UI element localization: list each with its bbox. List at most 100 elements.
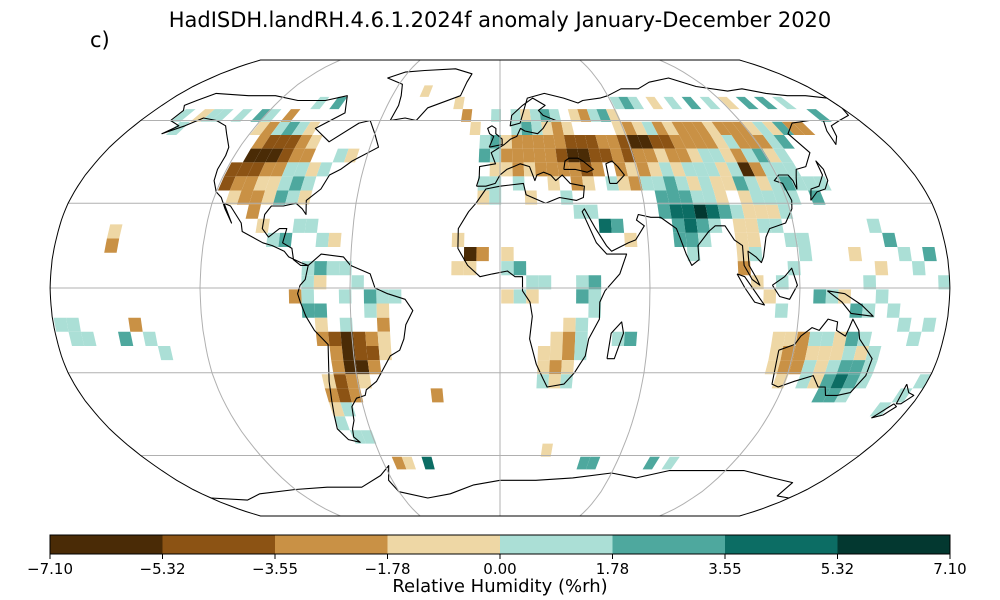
anomaly-cell <box>591 162 606 177</box>
anomaly-cell <box>669 204 684 219</box>
anomaly-cell <box>142 331 158 346</box>
anomaly-cell <box>577 148 591 163</box>
anomaly-cell <box>272 135 292 149</box>
anomaly-cell <box>339 261 352 276</box>
anomaly-cell <box>611 331 625 346</box>
anomaly-cell <box>661 121 680 135</box>
anomaly-cell <box>657 204 672 219</box>
anomaly-cell <box>224 190 242 205</box>
anomaly-cell <box>697 148 715 163</box>
coastline <box>827 290 874 317</box>
anomaly-cell <box>671 218 686 233</box>
anomaly-cell <box>807 331 823 346</box>
anomaly-cell <box>729 204 745 219</box>
anomaly-cell <box>401 456 416 470</box>
anomaly-cell <box>922 247 937 262</box>
anomaly-cell <box>340 331 355 346</box>
anomaly-cell <box>479 135 491 149</box>
anomaly-cell <box>825 289 839 304</box>
anomaly-cell <box>301 275 314 290</box>
anomaly-cell <box>357 374 372 389</box>
anomaly-cell <box>610 218 625 233</box>
anomaly-cell <box>789 176 809 191</box>
anomaly-cell <box>699 96 721 110</box>
anomaly-cell <box>510 109 522 122</box>
anomaly-cell <box>250 109 272 122</box>
anomaly-cell <box>68 331 85 346</box>
anomaly-cell <box>298 148 317 163</box>
anomaly-cell <box>352 331 367 346</box>
anomaly-cell <box>563 317 576 332</box>
anomaly-cell <box>783 232 799 247</box>
anomaly-cell <box>692 162 709 177</box>
anomaly-cell <box>576 275 589 290</box>
anomaly-cell <box>812 360 830 375</box>
anomaly-cell <box>842 374 861 389</box>
anomaly-cell <box>430 388 444 403</box>
anomaly-cell <box>742 135 763 149</box>
anomaly-cell <box>804 346 821 361</box>
anomaly-cell <box>293 162 311 177</box>
anomaly-cell <box>750 275 764 290</box>
meridian-gridline <box>579 60 651 516</box>
anomaly-cell <box>364 303 377 318</box>
anomaly-cell <box>662 176 679 191</box>
anomaly-cell <box>863 275 877 290</box>
anomaly-cell <box>567 109 582 122</box>
anomaly-cell <box>795 374 813 389</box>
anomaly-cell <box>912 374 933 389</box>
anomaly-cell <box>529 109 542 122</box>
anomaly-cell <box>363 289 377 304</box>
anomaly-cell <box>260 121 281 135</box>
anomaly-cell <box>651 121 669 135</box>
anomaly-cell <box>574 135 589 149</box>
anomaly-cell <box>753 204 769 219</box>
anomaly-cell <box>897 247 912 262</box>
anomaly-cell <box>663 96 683 110</box>
anomaly-cell <box>537 360 550 375</box>
anomaly-cell <box>874 261 889 276</box>
anomaly-cell <box>701 190 718 205</box>
anomaly-cell <box>217 176 236 191</box>
anomaly-cell <box>820 331 835 346</box>
anomaly-cell <box>585 456 601 470</box>
anomaly-cell <box>748 162 767 177</box>
anomaly-cell <box>339 317 353 332</box>
anomaly-cell <box>671 121 690 135</box>
anomaly-cell <box>605 109 622 122</box>
anomaly-cell <box>847 247 863 262</box>
anomaly-cell <box>576 456 591 470</box>
anomaly-cell <box>553 135 567 149</box>
anomaly-cell <box>669 162 686 177</box>
anomaly-cell <box>329 96 348 110</box>
anomaly-cell <box>513 289 527 304</box>
anomaly-cell <box>720 176 738 191</box>
coastline <box>771 267 798 300</box>
anomaly-cell <box>599 148 614 163</box>
coastline <box>771 318 873 396</box>
anomaly-cell <box>741 204 757 219</box>
anomaly-cell <box>288 176 305 191</box>
anomaly-cell <box>771 331 786 346</box>
anomaly-cell <box>674 176 690 191</box>
anomaly-cell <box>795 331 811 346</box>
anomaly-cell <box>283 135 302 149</box>
anomaly-cell <box>377 331 391 346</box>
anomaly-cell <box>511 135 523 149</box>
anomaly-cell <box>686 148 704 163</box>
anomaly-cell <box>751 121 774 135</box>
anomaly-cell <box>574 346 588 361</box>
anomaly-cell <box>562 331 576 346</box>
anomaly-cell <box>332 148 349 163</box>
colorbar-tick-label: 7.10 <box>933 560 966 578</box>
anomaly-cell <box>489 162 502 177</box>
anomaly-cell <box>190 109 215 122</box>
anomaly-cell <box>586 109 602 122</box>
anomaly-cell <box>882 232 898 247</box>
anomaly-cell <box>709 176 726 191</box>
anomaly-cell <box>128 317 143 332</box>
anomaly-cell <box>281 162 299 177</box>
anomaly-cell <box>544 148 558 163</box>
anomaly-cell <box>265 176 282 191</box>
anomaly-cell <box>260 109 282 122</box>
